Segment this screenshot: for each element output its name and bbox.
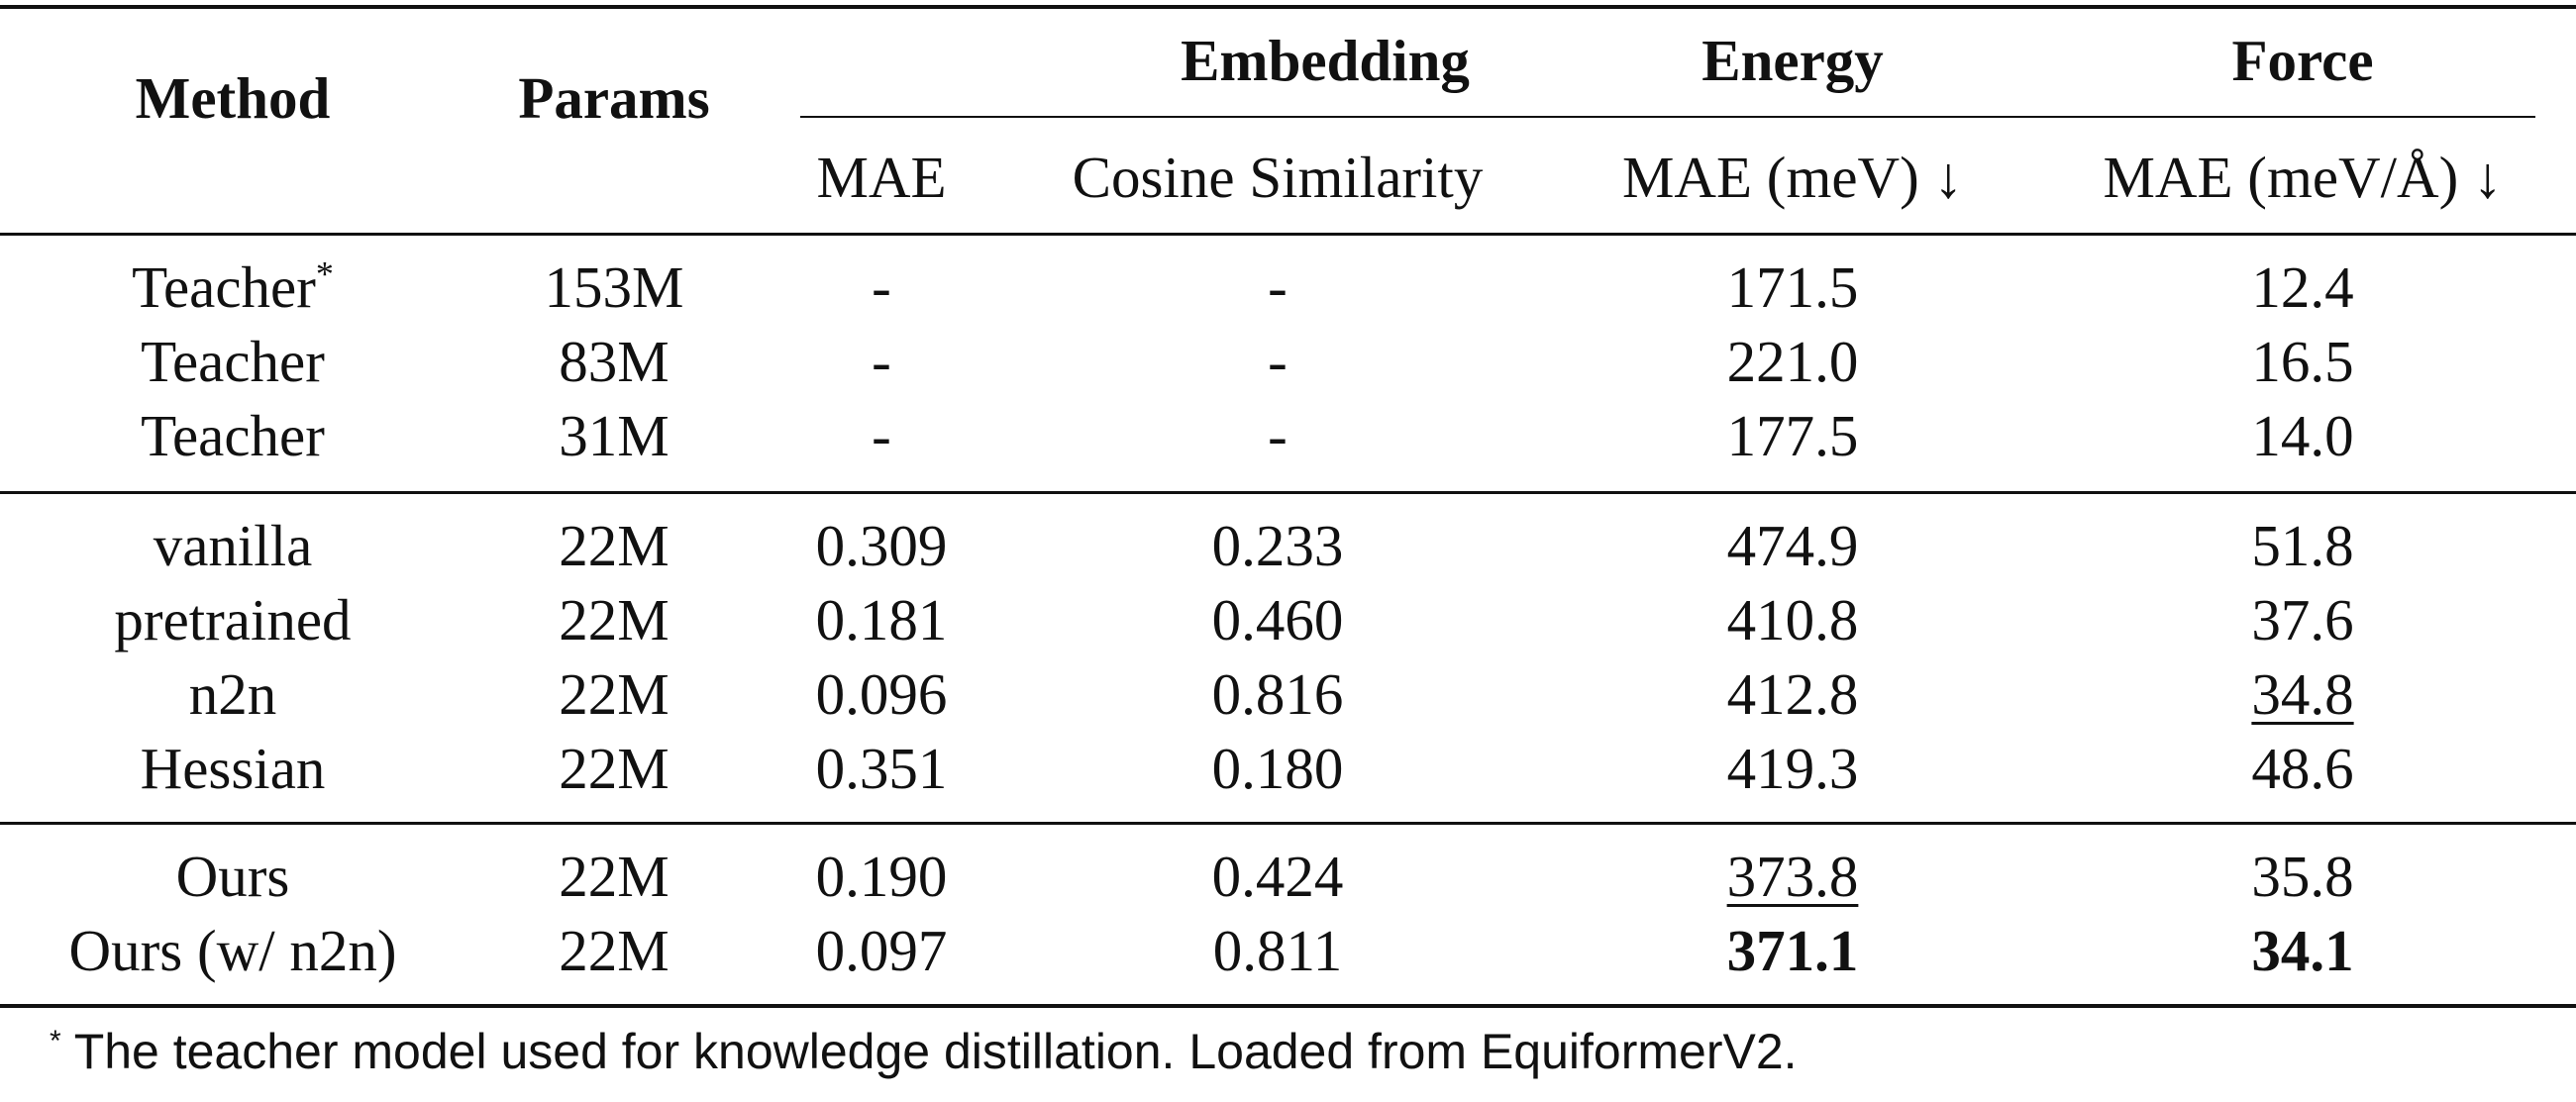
- row-2-emb-mae: -: [872, 329, 891, 394]
- row-4-method: vanilla: [153, 513, 313, 578]
- row-1-method: Teacher*: [132, 253, 334, 320]
- row-7-emb-mae: 0.351: [815, 736, 948, 801]
- row-9-force-best: 34.1: [2251, 918, 2354, 983]
- row-8-method: Ours: [175, 844, 290, 909]
- row-3-method: Teacher: [141, 403, 325, 468]
- row-4-params: 22M: [559, 513, 670, 578]
- header-method: Method: [135, 65, 331, 131]
- bottom-rule: [0, 1004, 2576, 1008]
- header-embedding: Embedding: [1181, 28, 1470, 93]
- row-6-energy: 412.8: [1726, 661, 1859, 727]
- row-6-params: 22M: [559, 661, 670, 727]
- row-8-force: 35.8: [2251, 844, 2354, 909]
- row-2-cosine: -: [1268, 329, 1288, 394]
- row-3-params: 31M: [559, 403, 670, 468]
- row-7-method: Hessian: [140, 736, 326, 801]
- row-5-energy: 410.8: [1726, 587, 1859, 652]
- table-footnote: * The teacher model used for knowledge d…: [50, 1022, 1798, 1081]
- header-embedding-mae: MAE: [816, 145, 947, 210]
- row-2-params: 83M: [559, 329, 670, 394]
- row-3-energy: 177.5: [1726, 403, 1859, 468]
- header-rule: [0, 233, 2576, 236]
- header-params: Params: [518, 65, 710, 131]
- footnote-text: The teacher model used for knowledge dis…: [73, 1024, 1798, 1079]
- row-5-method: pretrained: [114, 587, 352, 652]
- row-8-cosine: 0.424: [1211, 844, 1344, 909]
- row-6-force: 34.8: [2040, 657, 2565, 731]
- row-4-emb-mae: 0.309: [815, 513, 948, 578]
- row-9-cosine: 0.811: [1212, 918, 1343, 983]
- header-cosine-similarity: Cosine Similarity: [1072, 145, 1484, 210]
- row-4-force: 51.8: [2251, 513, 2354, 578]
- row-9-energy-best: 371.1: [1726, 918, 1859, 983]
- row-7-energy: 419.3: [1726, 736, 1859, 801]
- footnote-marker: *: [315, 253, 334, 294]
- row-1-force: 12.4: [2251, 254, 2354, 320]
- header-energy-mae: MAE (meV) ↓: [1621, 145, 1964, 210]
- header-force-mae: MAE (meV/Å) ↓: [2103, 145, 2503, 210]
- row-7-force: 48.6: [2251, 736, 2354, 801]
- footnote-mark: *: [50, 1025, 61, 1057]
- row-8-params: 22M: [559, 844, 670, 909]
- row-9-params: 22M: [559, 918, 670, 983]
- row-4-energy: 474.9: [1726, 513, 1859, 578]
- row-3-force: 14.0: [2251, 403, 2354, 468]
- row-6-emb-mae: 0.096: [815, 661, 948, 727]
- row-6-cosine: 0.816: [1211, 661, 1344, 727]
- header-force: Force: [2231, 28, 2374, 93]
- row-9-method: Ours (w/ n2n): [68, 918, 397, 983]
- teacher-section-rule: [0, 491, 2576, 494]
- row-1-params: 153M: [544, 254, 684, 320]
- row-5-force: 37.6: [2251, 587, 2354, 652]
- row-8-emb-mae: 0.190: [815, 844, 948, 909]
- row-9-emb-mae: 0.097: [815, 918, 948, 983]
- group-underline: [800, 116, 2535, 118]
- row-2-method: Teacher: [141, 329, 325, 394]
- row-2-force: 16.5: [2251, 329, 2354, 394]
- second-best-energy: 373.8: [1726, 844, 1859, 909]
- row-1-cosine: -: [1268, 254, 1288, 320]
- header-energy: Energy: [1701, 28, 1884, 93]
- row-2-energy: 221.0: [1726, 329, 1859, 394]
- row-5-cosine: 0.460: [1211, 587, 1344, 652]
- row-3-emb-mae: -: [872, 403, 891, 468]
- row-5-params: 22M: [559, 587, 670, 652]
- row-7-cosine: 0.180: [1211, 736, 1344, 801]
- row-3-cosine: -: [1268, 403, 1288, 468]
- second-best-force: 34.8: [2251, 661, 2354, 727]
- row-1-energy: 171.5: [1726, 254, 1859, 320]
- baseline-section-rule: [0, 822, 2576, 825]
- row-1-emb-mae: -: [872, 254, 891, 320]
- top-rule: [0, 5, 2576, 9]
- row-4-cosine: 0.233: [1211, 513, 1344, 578]
- row-7-params: 22M: [559, 736, 670, 801]
- row-8-energy: 373.8: [1575, 840, 2010, 913]
- row-6-method: n2n: [188, 661, 277, 727]
- row-5-emb-mae: 0.181: [815, 587, 948, 652]
